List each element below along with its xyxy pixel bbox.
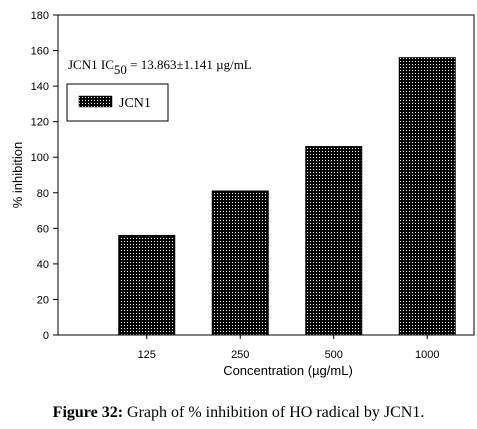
x-tick-label: 125 [138,349,156,361]
y-tick-label: 180 [31,10,49,22]
y-tick-label: 80 [37,188,49,200]
x-tick-label: 500 [325,349,343,361]
figure-caption: Figure 32: Graph of % inhibition of HO r… [0,404,477,422]
y-axis-title: % inhibition [10,142,25,209]
y-tick-label: 120 [31,117,49,129]
bar-500 [305,146,363,336]
legend: JCN1 [66,83,169,122]
y-tick-group: 0 20 40 60 80 100 120 140 160 180 [31,10,58,342]
y-tick-label: 20 [37,294,49,306]
y-tick-label: 160 [31,46,49,58]
caption-label: Figure 32: [52,404,124,421]
y-tick-label: 100 [31,152,49,164]
y-tick-label: 40 [37,259,49,271]
y-tick-label: 140 [31,81,49,93]
caption-text: Graph of % inhibition of HO radical by J… [123,404,425,421]
x-tick-group: 125 250 500 1000 [138,335,439,361]
bar-1000 [398,57,456,336]
ic50-prefix: JCN1 IC [68,57,114,72]
bar-125 [118,234,176,336]
x-tick-label: 1000 [415,349,439,361]
bar-250 [211,190,269,336]
ic50-subscript: 50 [114,62,127,77]
x-tick-label: 250 [231,349,249,361]
ic50-annotation: JCN1 IC50 = 13.863±1.141 µg/mL [68,57,252,77]
legend-label: JCN1 [119,96,151,111]
x-axis-title: Concentration (µg/mL) [223,363,353,378]
y-tick-label: 0 [43,330,49,342]
legend-swatch [78,95,113,108]
y-tick-label: 60 [37,223,49,235]
bar-group [118,57,456,336]
ic50-value: = 13.863±1.141 µg/mL [127,57,252,72]
